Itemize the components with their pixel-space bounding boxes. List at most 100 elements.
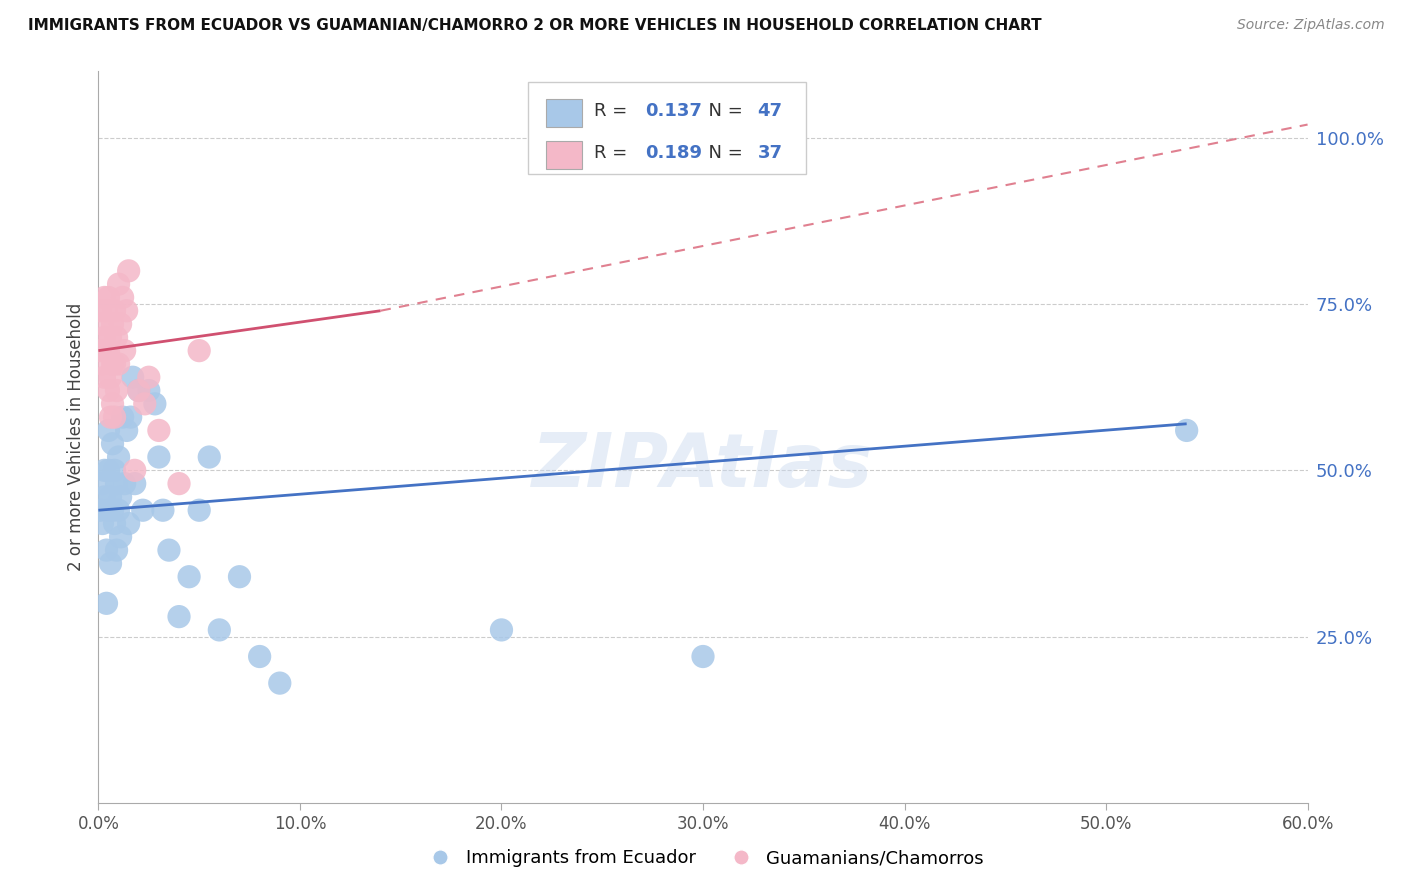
Point [143,397,166,411]
Point [110,530,132,544]
Point [101,503,124,517]
Point [124,476,146,491]
Point [128,384,150,398]
Point [97,290,120,304]
FancyBboxPatch shape [546,99,582,127]
Point [111,290,134,304]
FancyBboxPatch shape [527,82,806,174]
Text: 0.137: 0.137 [645,102,702,120]
Point [105,384,128,398]
Point [100,490,122,504]
Point [97,343,120,358]
Point [93,370,115,384]
Text: 0.189: 0.189 [645,144,702,161]
Text: R =: R = [595,144,633,161]
Point [228,570,250,584]
Point [179,570,201,584]
Point [110,317,132,331]
Point [96,543,118,558]
Point [249,649,271,664]
Point [111,410,134,425]
Text: Source: ZipAtlas.com: Source: ZipAtlas.com [1237,18,1385,32]
Point [89,343,111,358]
Point [103,463,125,477]
Legend: Immigrants from Ecuador, Guamanians/Chamorros: Immigrants from Ecuador, Guamanians/Cham… [415,842,991,874]
Point [152,503,174,517]
Point [89,503,111,517]
Point [97,384,120,398]
Point [188,343,211,358]
Point [101,357,124,371]
Point [132,503,155,517]
Text: R =: R = [595,102,633,120]
Point [491,623,513,637]
Point [100,410,122,425]
Point [100,330,122,344]
Point [101,397,124,411]
Point [103,410,125,425]
Point [269,676,291,690]
Point [103,357,125,371]
Point [148,424,170,438]
Point [188,503,211,517]
Point [101,436,124,450]
Point [93,290,115,304]
Point [96,596,118,610]
Point [97,424,120,438]
Point [93,463,115,477]
FancyBboxPatch shape [546,141,582,169]
Point [692,649,714,664]
Point [91,317,114,331]
Point [167,476,190,491]
Text: N =: N = [697,144,748,161]
Point [115,303,138,318]
Point [128,384,150,398]
Point [100,557,122,571]
Point [198,450,221,464]
Point [115,424,138,438]
Point [114,476,136,491]
Text: 47: 47 [758,102,782,120]
Text: IMMIGRANTS FROM ECUADOR VS GUAMANIAN/CHAMORRO 2 OR MORE VEHICLES IN HOUSEHOLD CO: IMMIGRANTS FROM ECUADOR VS GUAMANIAN/CHA… [28,18,1042,33]
Point [105,543,128,558]
Point [107,450,129,464]
Point [91,516,114,531]
Text: ZIPAtlas: ZIPAtlas [533,430,873,503]
Point [100,370,122,384]
Point [91,476,114,491]
Point [91,357,114,371]
Point [124,463,146,477]
Point [96,303,118,318]
Point [107,277,129,292]
Point [120,410,142,425]
Point [148,450,170,464]
Point [118,264,141,278]
Text: 37: 37 [758,144,782,161]
Point [103,516,125,531]
Y-axis label: 2 or more Vehicles in Household: 2 or more Vehicles in Household [66,303,84,571]
Point [114,343,136,358]
Point [101,317,124,331]
Point [138,384,160,398]
Point [105,476,128,491]
Point [208,623,231,637]
Point [107,503,129,517]
Point [96,343,118,358]
Point [93,490,115,504]
Point [138,370,160,384]
Point [93,330,115,344]
Point [121,370,143,384]
Point [118,516,141,531]
Point [134,397,156,411]
Point [103,303,125,318]
Point [110,490,132,504]
Text: N =: N = [697,102,748,120]
Point [1175,424,1198,438]
Point [167,609,190,624]
Point [107,357,129,371]
Point [89,303,111,318]
Point [97,503,120,517]
Point [105,330,128,344]
Point [97,463,120,477]
Point [157,543,180,558]
